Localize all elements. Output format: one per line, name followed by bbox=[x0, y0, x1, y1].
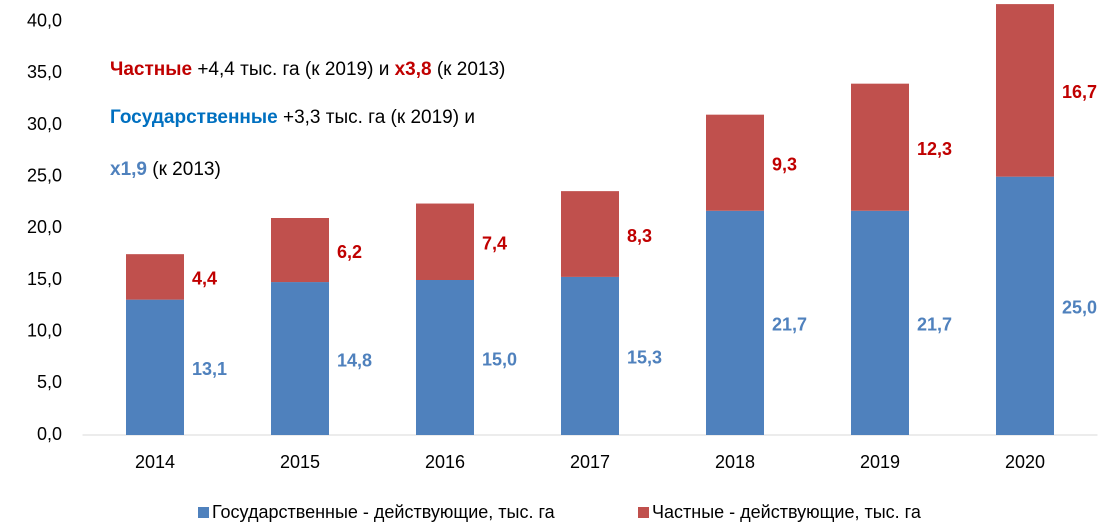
annotation-part: x3,8 bbox=[395, 59, 432, 80]
x-tick-label: 2019 bbox=[860, 452, 900, 472]
annotation-part: (к 2013) bbox=[147, 159, 221, 180]
y-tick-label: 40,0 bbox=[27, 10, 62, 30]
legend-label: Государственные - действующие, тыс. га bbox=[212, 502, 556, 522]
bar-segment bbox=[126, 254, 184, 300]
value-label: 15,0 bbox=[482, 349, 517, 369]
bar-segment bbox=[851, 210, 909, 435]
value-label: 25,0 bbox=[1062, 298, 1097, 318]
y-tick-label: 5,0 bbox=[37, 372, 62, 392]
annotation-part: x1,9 bbox=[110, 159, 147, 180]
x-tick-label: 2018 bbox=[715, 452, 755, 472]
bar-segment bbox=[126, 299, 184, 435]
x-tick-label: 2017 bbox=[570, 452, 610, 472]
y-tick-label: 0,0 bbox=[37, 424, 62, 444]
annotation: Государственные +3,3 тыс. га (к 2019) и bbox=[110, 107, 475, 128]
value-label: 9,3 bbox=[772, 154, 797, 174]
annotation-part: Государственные bbox=[110, 107, 278, 128]
bar-segment bbox=[996, 176, 1054, 435]
y-tick-label: 15,0 bbox=[27, 269, 62, 289]
x-tick-label: 2014 bbox=[135, 452, 175, 472]
legend-swatch bbox=[198, 507, 209, 518]
annotation-part: Частные bbox=[110, 59, 192, 80]
x-tick-label: 2016 bbox=[425, 452, 465, 472]
annotation-part: +4,4 тыс. га (к 2019) и bbox=[192, 59, 395, 80]
annotation-part: +3,3 тыс. га (к 2019) и bbox=[278, 107, 475, 128]
legend-swatch bbox=[638, 507, 649, 518]
value-label: 14,8 bbox=[337, 350, 372, 370]
bar-segment bbox=[706, 210, 764, 435]
bar-segment bbox=[851, 83, 909, 211]
value-label: 13,1 bbox=[192, 359, 227, 379]
bar-segment bbox=[271, 218, 329, 283]
bar-segment bbox=[416, 280, 474, 435]
value-label: 21,7 bbox=[772, 315, 807, 335]
annotation-part: (к 2013) bbox=[432, 59, 506, 80]
y-tick-label: 10,0 bbox=[27, 320, 62, 340]
value-label: 21,7 bbox=[917, 315, 952, 335]
value-label: 8,3 bbox=[627, 226, 652, 246]
y-tick-label: 20,0 bbox=[27, 217, 62, 237]
annotation: x1,9 (к 2013) bbox=[110, 159, 221, 180]
annotation: Частные +4,4 тыс. га (к 2019) и x3,8 (к … bbox=[110, 59, 505, 80]
bar-segment bbox=[416, 203, 474, 280]
value-label: 16,7 bbox=[1062, 82, 1097, 102]
bar-segment bbox=[561, 191, 619, 277]
bar-segment bbox=[271, 282, 329, 435]
value-label: 15,3 bbox=[627, 348, 662, 368]
bar-segment bbox=[996, 4, 1054, 177]
y-tick-label: 35,0 bbox=[27, 62, 62, 82]
x-tick-label: 2015 bbox=[280, 452, 320, 472]
value-label: 7,4 bbox=[482, 234, 507, 254]
y-tick-label: 30,0 bbox=[27, 114, 62, 134]
bar-segment bbox=[561, 276, 619, 435]
bar-segment bbox=[706, 114, 764, 211]
value-label: 6,2 bbox=[337, 242, 362, 262]
value-label: 4,4 bbox=[192, 269, 217, 289]
legend-label: Частные - действующие, тыс. га bbox=[652, 502, 922, 522]
x-tick-label: 2020 bbox=[1005, 452, 1045, 472]
value-label: 12,3 bbox=[917, 139, 952, 159]
y-tick-label: 25,0 bbox=[27, 165, 62, 185]
